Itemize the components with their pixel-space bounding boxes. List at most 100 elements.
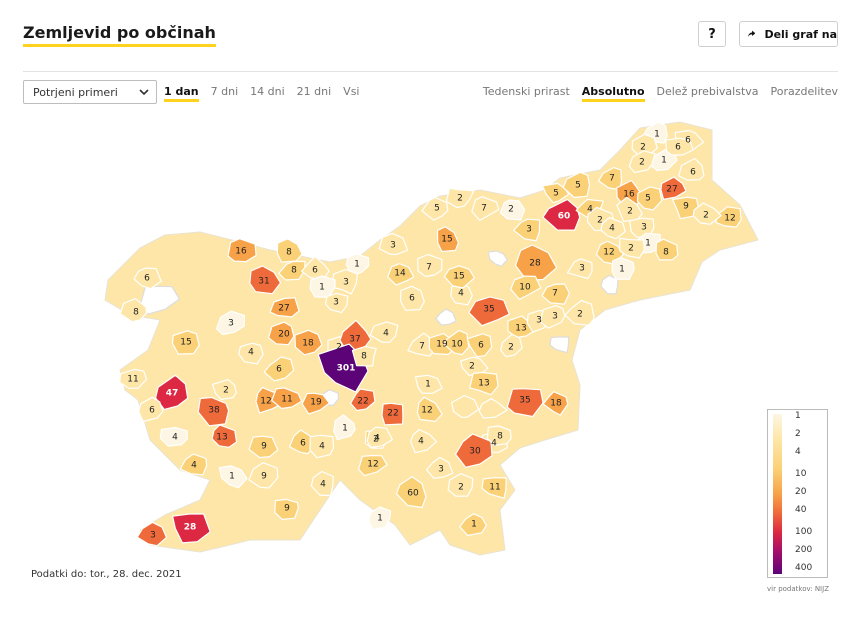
municipality-region[interactable] xyxy=(510,275,542,300)
share-button[interactable]: Deli graf na xyxy=(739,21,838,47)
municipality-region[interactable] xyxy=(426,456,454,479)
metric-select[interactable]: Potrjeni primeri xyxy=(23,80,157,104)
municipality-region[interactable] xyxy=(628,150,656,174)
municipality-region[interactable] xyxy=(469,371,499,396)
municipality-region[interactable] xyxy=(248,462,279,489)
municipality-region[interactable] xyxy=(369,321,399,343)
municipality-region[interactable] xyxy=(600,217,626,240)
municipality-region[interactable] xyxy=(136,521,168,547)
municipality-region[interactable] xyxy=(636,186,663,211)
municipality-region[interactable] xyxy=(468,296,510,327)
municipality-region[interactable] xyxy=(227,238,257,263)
municipality-region[interactable] xyxy=(664,137,694,156)
municipality-region[interactable] xyxy=(368,506,392,531)
municipality-region[interactable] xyxy=(378,232,409,255)
municipality-region[interactable] xyxy=(271,387,303,410)
municipality-region[interactable] xyxy=(414,374,443,394)
municipality-region[interactable] xyxy=(566,258,593,280)
municipality-region[interactable] xyxy=(395,476,427,509)
municipality-region[interactable] xyxy=(421,196,449,221)
municipality-region[interactable] xyxy=(655,238,679,261)
municipality-region[interactable] xyxy=(486,425,512,446)
municipality-region[interactable] xyxy=(159,426,188,447)
tab-distribution[interactable]: Porazdelitev xyxy=(770,85,838,98)
municipality-region[interactable] xyxy=(692,202,722,225)
municipality-region[interactable] xyxy=(539,305,566,329)
municipality-region[interactable] xyxy=(562,171,591,199)
municipality-region[interactable] xyxy=(499,199,526,221)
municipality-region[interactable] xyxy=(155,374,189,411)
municipality-region[interactable] xyxy=(672,196,700,220)
municipality-region[interactable] xyxy=(542,198,581,231)
municipality-region[interactable] xyxy=(274,498,299,520)
municipality-region[interactable] xyxy=(660,176,687,200)
municipality-region[interactable] xyxy=(268,321,295,346)
tab-range-1-day[interactable]: 1 dan xyxy=(164,85,199,102)
municipality-region[interactable] xyxy=(417,253,443,278)
municipality-region[interactable] xyxy=(381,402,404,426)
municipality-region[interactable] xyxy=(324,292,349,314)
tab-range-21-days[interactable]: 21 dni xyxy=(296,85,332,98)
tab-range-7-days[interactable]: 7 dni xyxy=(210,85,239,98)
municipality-region[interactable] xyxy=(611,256,635,280)
municipality-region[interactable] xyxy=(443,265,475,289)
municipality-region[interactable] xyxy=(466,333,493,358)
municipality-region[interactable] xyxy=(514,244,558,281)
municipality-region[interactable] xyxy=(416,396,443,422)
municipality-region[interactable] xyxy=(309,434,335,459)
municipality-region[interactable] xyxy=(248,435,279,459)
municipality-region[interactable] xyxy=(358,454,388,477)
municipality-region[interactable] xyxy=(211,379,237,400)
municipality-region[interactable] xyxy=(366,426,393,448)
municipality-region[interactable] xyxy=(301,392,330,415)
municipality-region[interactable] xyxy=(119,298,147,323)
municipality-region[interactable] xyxy=(218,465,248,489)
municipality-region[interactable] xyxy=(564,299,595,326)
municipality-region[interactable] xyxy=(459,513,487,537)
municipality-region[interactable] xyxy=(197,396,230,427)
municipality-region[interactable] xyxy=(263,356,295,382)
tab-range-14-days[interactable]: 14 dni xyxy=(250,85,285,98)
municipality-region[interactable] xyxy=(138,396,164,422)
municipality-region[interactable] xyxy=(294,329,323,356)
tab-population-share[interactable]: Delež prebivalstva xyxy=(656,85,759,98)
municipality-region[interactable] xyxy=(249,265,282,295)
help-button[interactable]: ? xyxy=(698,21,726,47)
municipality-region[interactable] xyxy=(455,433,493,468)
municipality-region[interactable] xyxy=(451,394,480,418)
municipality-region[interactable] xyxy=(387,263,415,286)
tab-range-all[interactable]: Vsi xyxy=(343,85,360,98)
municipality-region[interactable] xyxy=(619,237,645,259)
municipality-region[interactable] xyxy=(215,310,246,336)
municipality-region[interactable] xyxy=(500,333,523,358)
municipality-region[interactable] xyxy=(410,428,438,454)
municipality-region[interactable] xyxy=(399,285,425,311)
municipality-region[interactable] xyxy=(513,218,541,242)
municipality-region[interactable] xyxy=(478,398,508,419)
tab-weekly-growth[interactable]: Tedenski prirast xyxy=(482,85,570,98)
municipality-region[interactable] xyxy=(238,342,264,365)
municipality-region[interactable] xyxy=(333,414,356,441)
municipality-region[interactable] xyxy=(211,424,238,448)
municipality-region[interactable] xyxy=(447,473,474,497)
municipality-region[interactable] xyxy=(278,260,306,281)
municipality-region[interactable] xyxy=(119,368,148,389)
municipality-region[interactable] xyxy=(179,453,208,476)
municipality-region[interactable] xyxy=(450,283,473,306)
municipality-region[interactable] xyxy=(436,226,459,253)
municipality-region[interactable] xyxy=(445,187,475,209)
municipality-region[interactable] xyxy=(351,345,377,367)
municipality-region[interactable] xyxy=(172,513,211,544)
municipality-region[interactable] xyxy=(506,388,544,418)
municipality-region[interactable] xyxy=(133,267,162,290)
municipality-region[interactable] xyxy=(443,329,470,356)
municipality-region[interactable] xyxy=(345,253,370,277)
municipality-region[interactable] xyxy=(269,297,300,318)
municipality-region[interactable] xyxy=(542,391,569,416)
municipality-region[interactable] xyxy=(471,196,500,221)
municipality-region[interactable] xyxy=(288,429,317,455)
tab-absolute[interactable]: Absolutno xyxy=(581,85,645,102)
municipality-region[interactable] xyxy=(481,477,507,499)
municipality-region[interactable] xyxy=(171,330,200,355)
